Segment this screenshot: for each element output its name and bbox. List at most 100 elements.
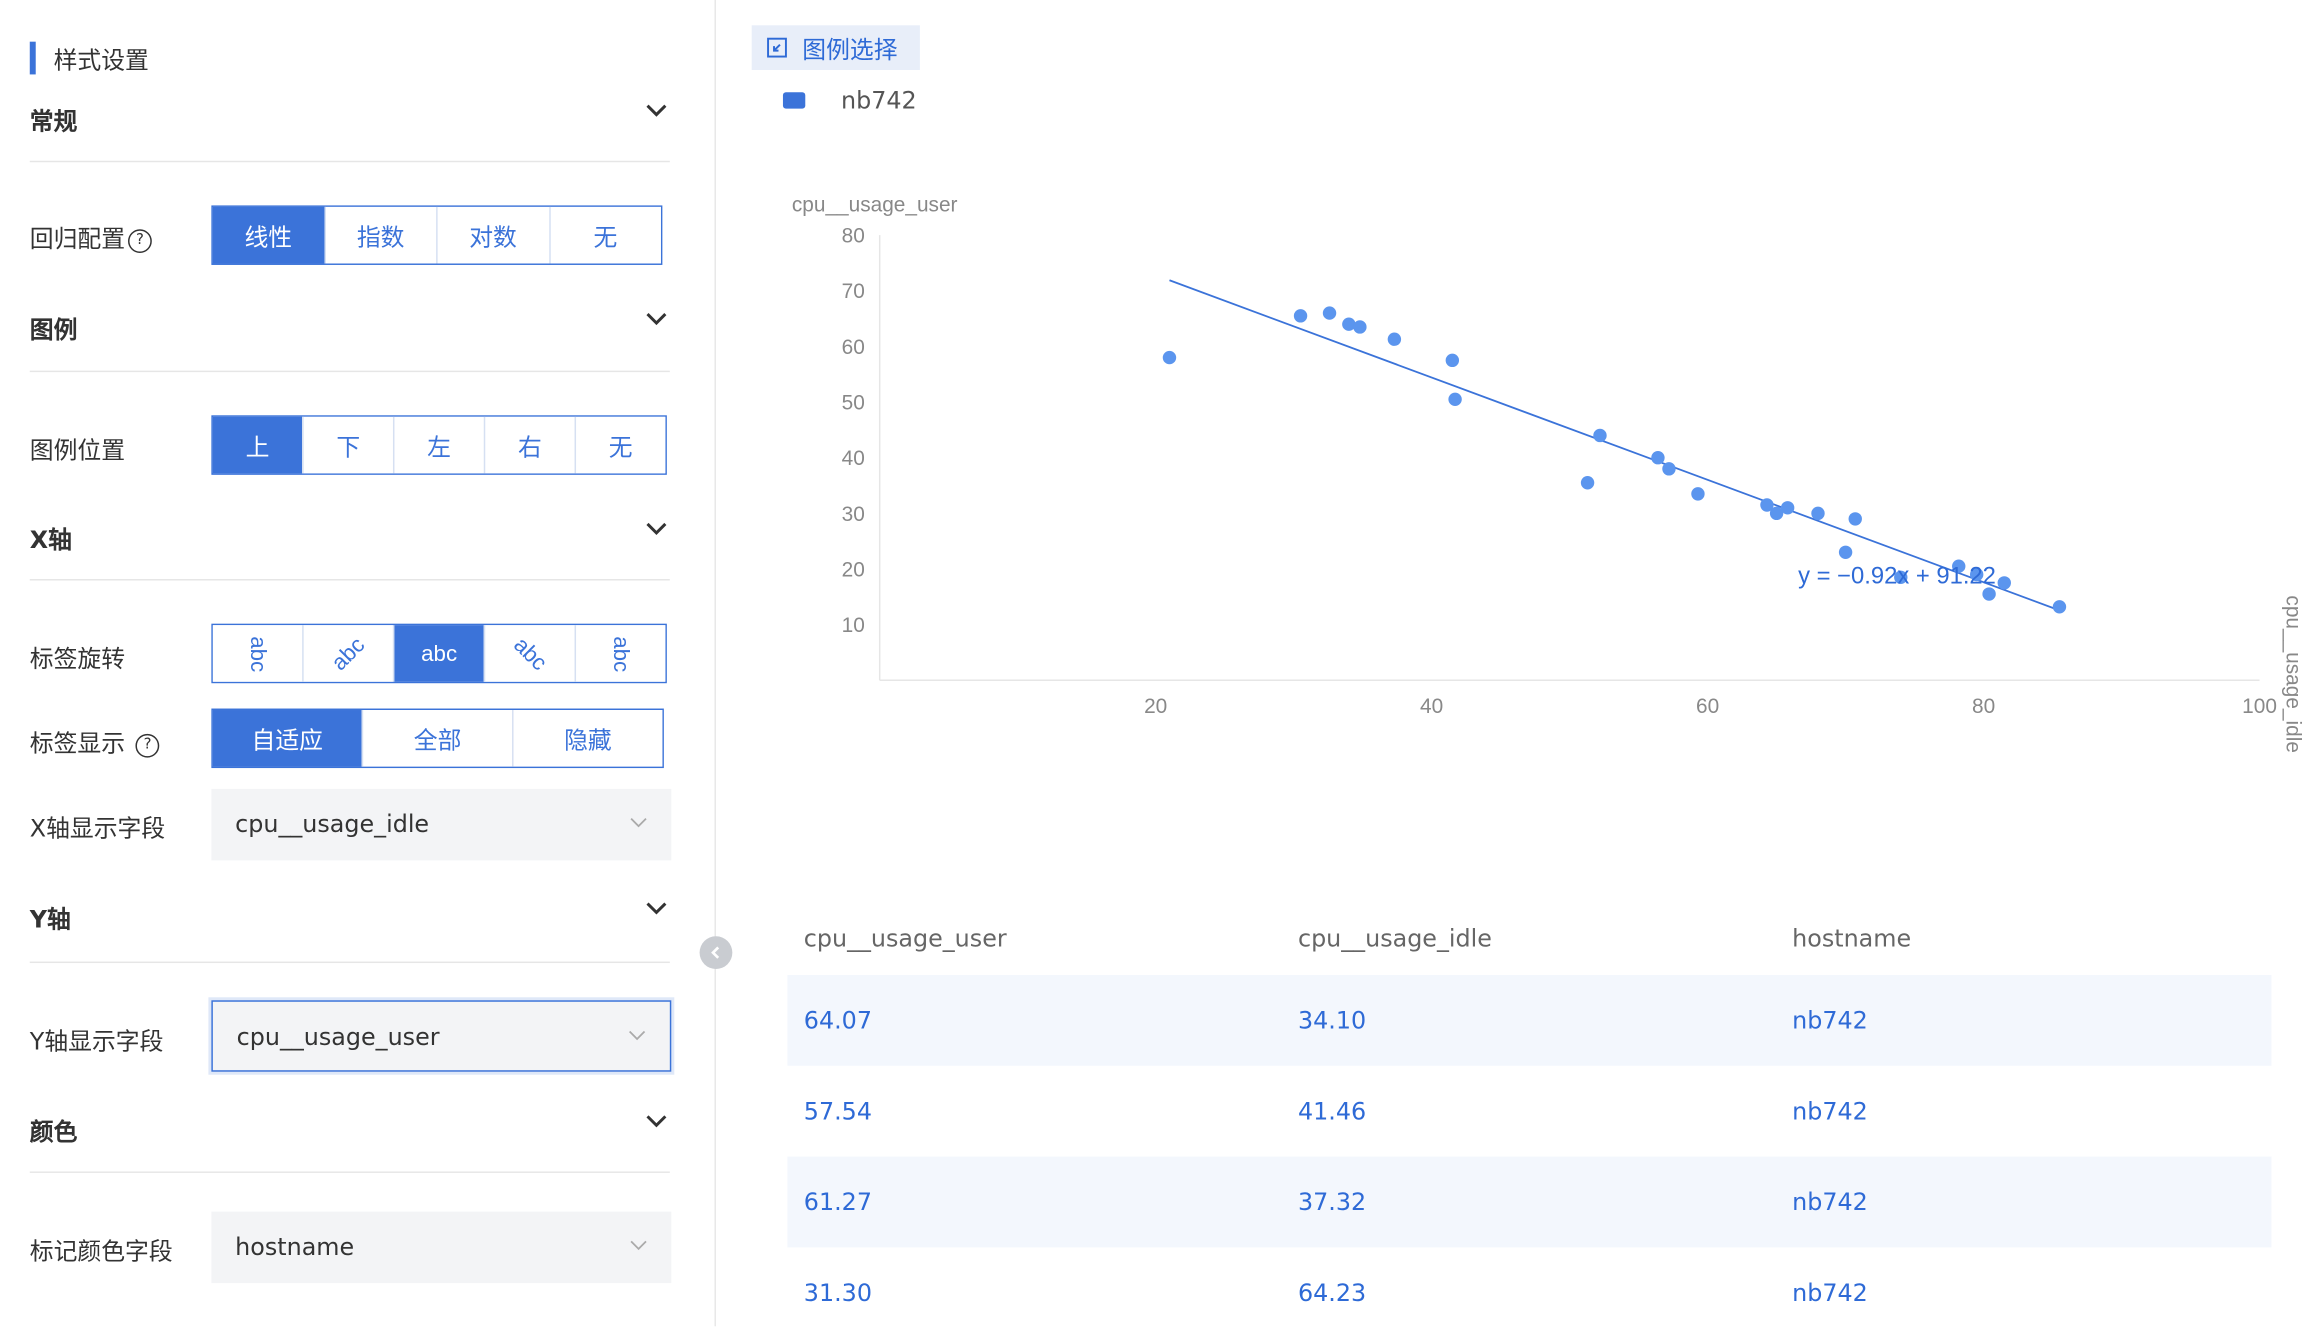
divider [29, 1171, 670, 1173]
rotation-option-diagonal-down[interactable]: abc [483, 625, 575, 682]
label-display-adaptive[interactable]: 自适应 [212, 710, 362, 767]
data-point[interactable] [1969, 567, 1984, 582]
data-point[interactable] [1848, 512, 1862, 526]
data-point[interactable] [1952, 559, 1966, 573]
x-field-select[interactable]: cpu__usage_idle [211, 788, 672, 861]
rotation-option-text: abc [326, 631, 370, 676]
data-point[interactable] [1662, 462, 1676, 476]
y-field-select[interactable]: cpu__usage_user [211, 1000, 672, 1072]
label-rotation-label: 标签旋转 [29, 644, 126, 673]
table-cell: 34.10 [1297, 1006, 1367, 1035]
data-point[interactable] [1997, 576, 2011, 590]
legend-select-icon [767, 37, 787, 58]
table-cell: 37.32 [1297, 1187, 1367, 1217]
data-point[interactable] [1293, 309, 1308, 323]
x-field-label: X轴显示字段 [29, 814, 166, 843]
regression-option-exponential[interactable]: 指数 [323, 206, 437, 264]
label-display-hidden[interactable]: 隐藏 [512, 710, 663, 767]
collapse-panel-button[interactable] [699, 936, 733, 970]
data-point[interactable] [1651, 451, 1665, 465]
table-cell: 41.46 [1297, 1097, 1367, 1126]
legend-select-button[interactable]: 图例选择 [751, 25, 920, 70]
rotation-option-vertical-up[interactable]: abc [574, 625, 666, 682]
y-tick-label: 30 [842, 503, 865, 526]
regression-segmented: 线性 指数 对数 无 [211, 205, 663, 265]
chevron-down-icon[interactable] [646, 1110, 667, 1131]
data-point[interactable] [1445, 353, 1460, 368]
data-point[interactable] [1811, 506, 1825, 521]
data-point[interactable] [1593, 428, 1607, 443]
data-point[interactable] [1387, 332, 1402, 346]
chevron-down-icon[interactable] [646, 308, 667, 329]
table-cell: nb742 [1792, 1278, 1868, 1307]
legend-position-left[interactable]: 左 [392, 416, 484, 474]
title-accent-bar [29, 41, 36, 75]
table-cell: nb742 [1792, 1187, 1868, 1217]
label-display-all[interactable]: 全部 [361, 710, 513, 767]
legend-position-top[interactable]: 上 [212, 416, 303, 474]
data-point[interactable] [1322, 306, 1337, 320]
regression-equation: y = −0.92x + 91.22 [1798, 562, 1996, 589]
data-point[interactable] [1691, 487, 1705, 501]
legend-position-bottom[interactable]: 下 [302, 416, 393, 474]
rotation-option-text: abc [508, 631, 552, 676]
column-header[interactable]: cpu__usage_user [803, 923, 1007, 952]
data-point[interactable] [1580, 476, 1595, 490]
data-point[interactable] [1769, 506, 1784, 521]
table-cell: nb742 [1792, 1006, 1868, 1035]
y-field-label: Y轴显示字段 [29, 1027, 164, 1056]
chevron-down-icon[interactable] [646, 898, 667, 919]
section-general[interactable]: 常规 [29, 107, 78, 136]
color-field-select[interactable]: hostname [211, 1211, 672, 1284]
chevron-down-icon[interactable] [646, 100, 667, 121]
regression-option-none[interactable]: 无 [548, 206, 661, 264]
column-header[interactable]: cpu__usage_idle [1297, 923, 1492, 952]
color-field-label: 标记颜色字段 [29, 1236, 173, 1266]
section-y-axis[interactable]: Y轴 [29, 905, 71, 934]
rotation-option-diagonal-up[interactable]: abc [302, 625, 393, 682]
legend-position-none[interactable]: 无 [574, 416, 666, 474]
x-tick-label: 40 [1420, 695, 1443, 718]
chevron-down-icon[interactable] [646, 518, 667, 539]
help-icon[interactable]: ? [128, 228, 152, 253]
table-cell: 64.07 [803, 1006, 872, 1035]
regression-option-log[interactable]: 对数 [436, 206, 549, 264]
data-table: cpu__usage_user cpu__usage_idle hostname… [787, 901, 2272, 1338]
data-point[interactable] [1894, 570, 1908, 585]
panel-divider [714, 0, 716, 1327]
table-row[interactable]: 31.30 64.23 nb742 [787, 1247, 2271, 1338]
data-point[interactable] [1780, 501, 1795, 515]
rotation-option-horizontal[interactable]: abc [392, 625, 484, 682]
label-display-text: 标签显示 [29, 729, 126, 758]
rotation-option-vertical-down[interactable]: abc [212, 625, 303, 682]
data-point[interactable] [1353, 320, 1367, 334]
data-point[interactable] [1760, 498, 1774, 512]
x-tick-label: 80 [1972, 695, 1995, 718]
data-point[interactable] [1838, 545, 1853, 559]
panel-title: 样式设置 [53, 46, 149, 75]
data-point[interactable] [1982, 587, 1996, 601]
section-legend[interactable]: 图例 [29, 315, 78, 344]
regression-line [1169, 279, 2060, 612]
data-point[interactable] [1162, 350, 1177, 365]
help-icon[interactable]: ? [135, 733, 160, 757]
table-row[interactable]: 57.54 41.46 nb742 [787, 1066, 2271, 1157]
column-header[interactable]: hostname [1792, 923, 1912, 952]
table-cell: 31.30 [803, 1278, 872, 1307]
divider [29, 370, 670, 373]
legend-position-right[interactable]: 右 [483, 416, 575, 474]
color-field-value: hostname [235, 1232, 355, 1261]
data-point[interactable] [1342, 317, 1356, 331]
table-cell: 61.27 [803, 1187, 872, 1217]
rotation-option-text: abc [244, 635, 271, 672]
section-x-axis[interactable]: X轴 [29, 525, 72, 554]
section-color[interactable]: 颜色 [29, 1117, 78, 1147]
label-rotation-segmented: abc abc abc abc abc [211, 623, 667, 684]
table-row[interactable]: 64.07 34.10 nb742 [787, 974, 2272, 1066]
table-row[interactable]: 61.27 37.32 nb742 [787, 1156, 2272, 1248]
data-point[interactable] [1448, 392, 1462, 406]
regression-option-linear[interactable]: 线性 [212, 206, 324, 264]
data-point[interactable] [2052, 600, 2067, 614]
legend-item[interactable]: nb742 [782, 86, 917, 115]
scatter-chart: cpu__usage_user cpu__usage_idle 10 20 30 40… [792, 193, 2304, 753]
